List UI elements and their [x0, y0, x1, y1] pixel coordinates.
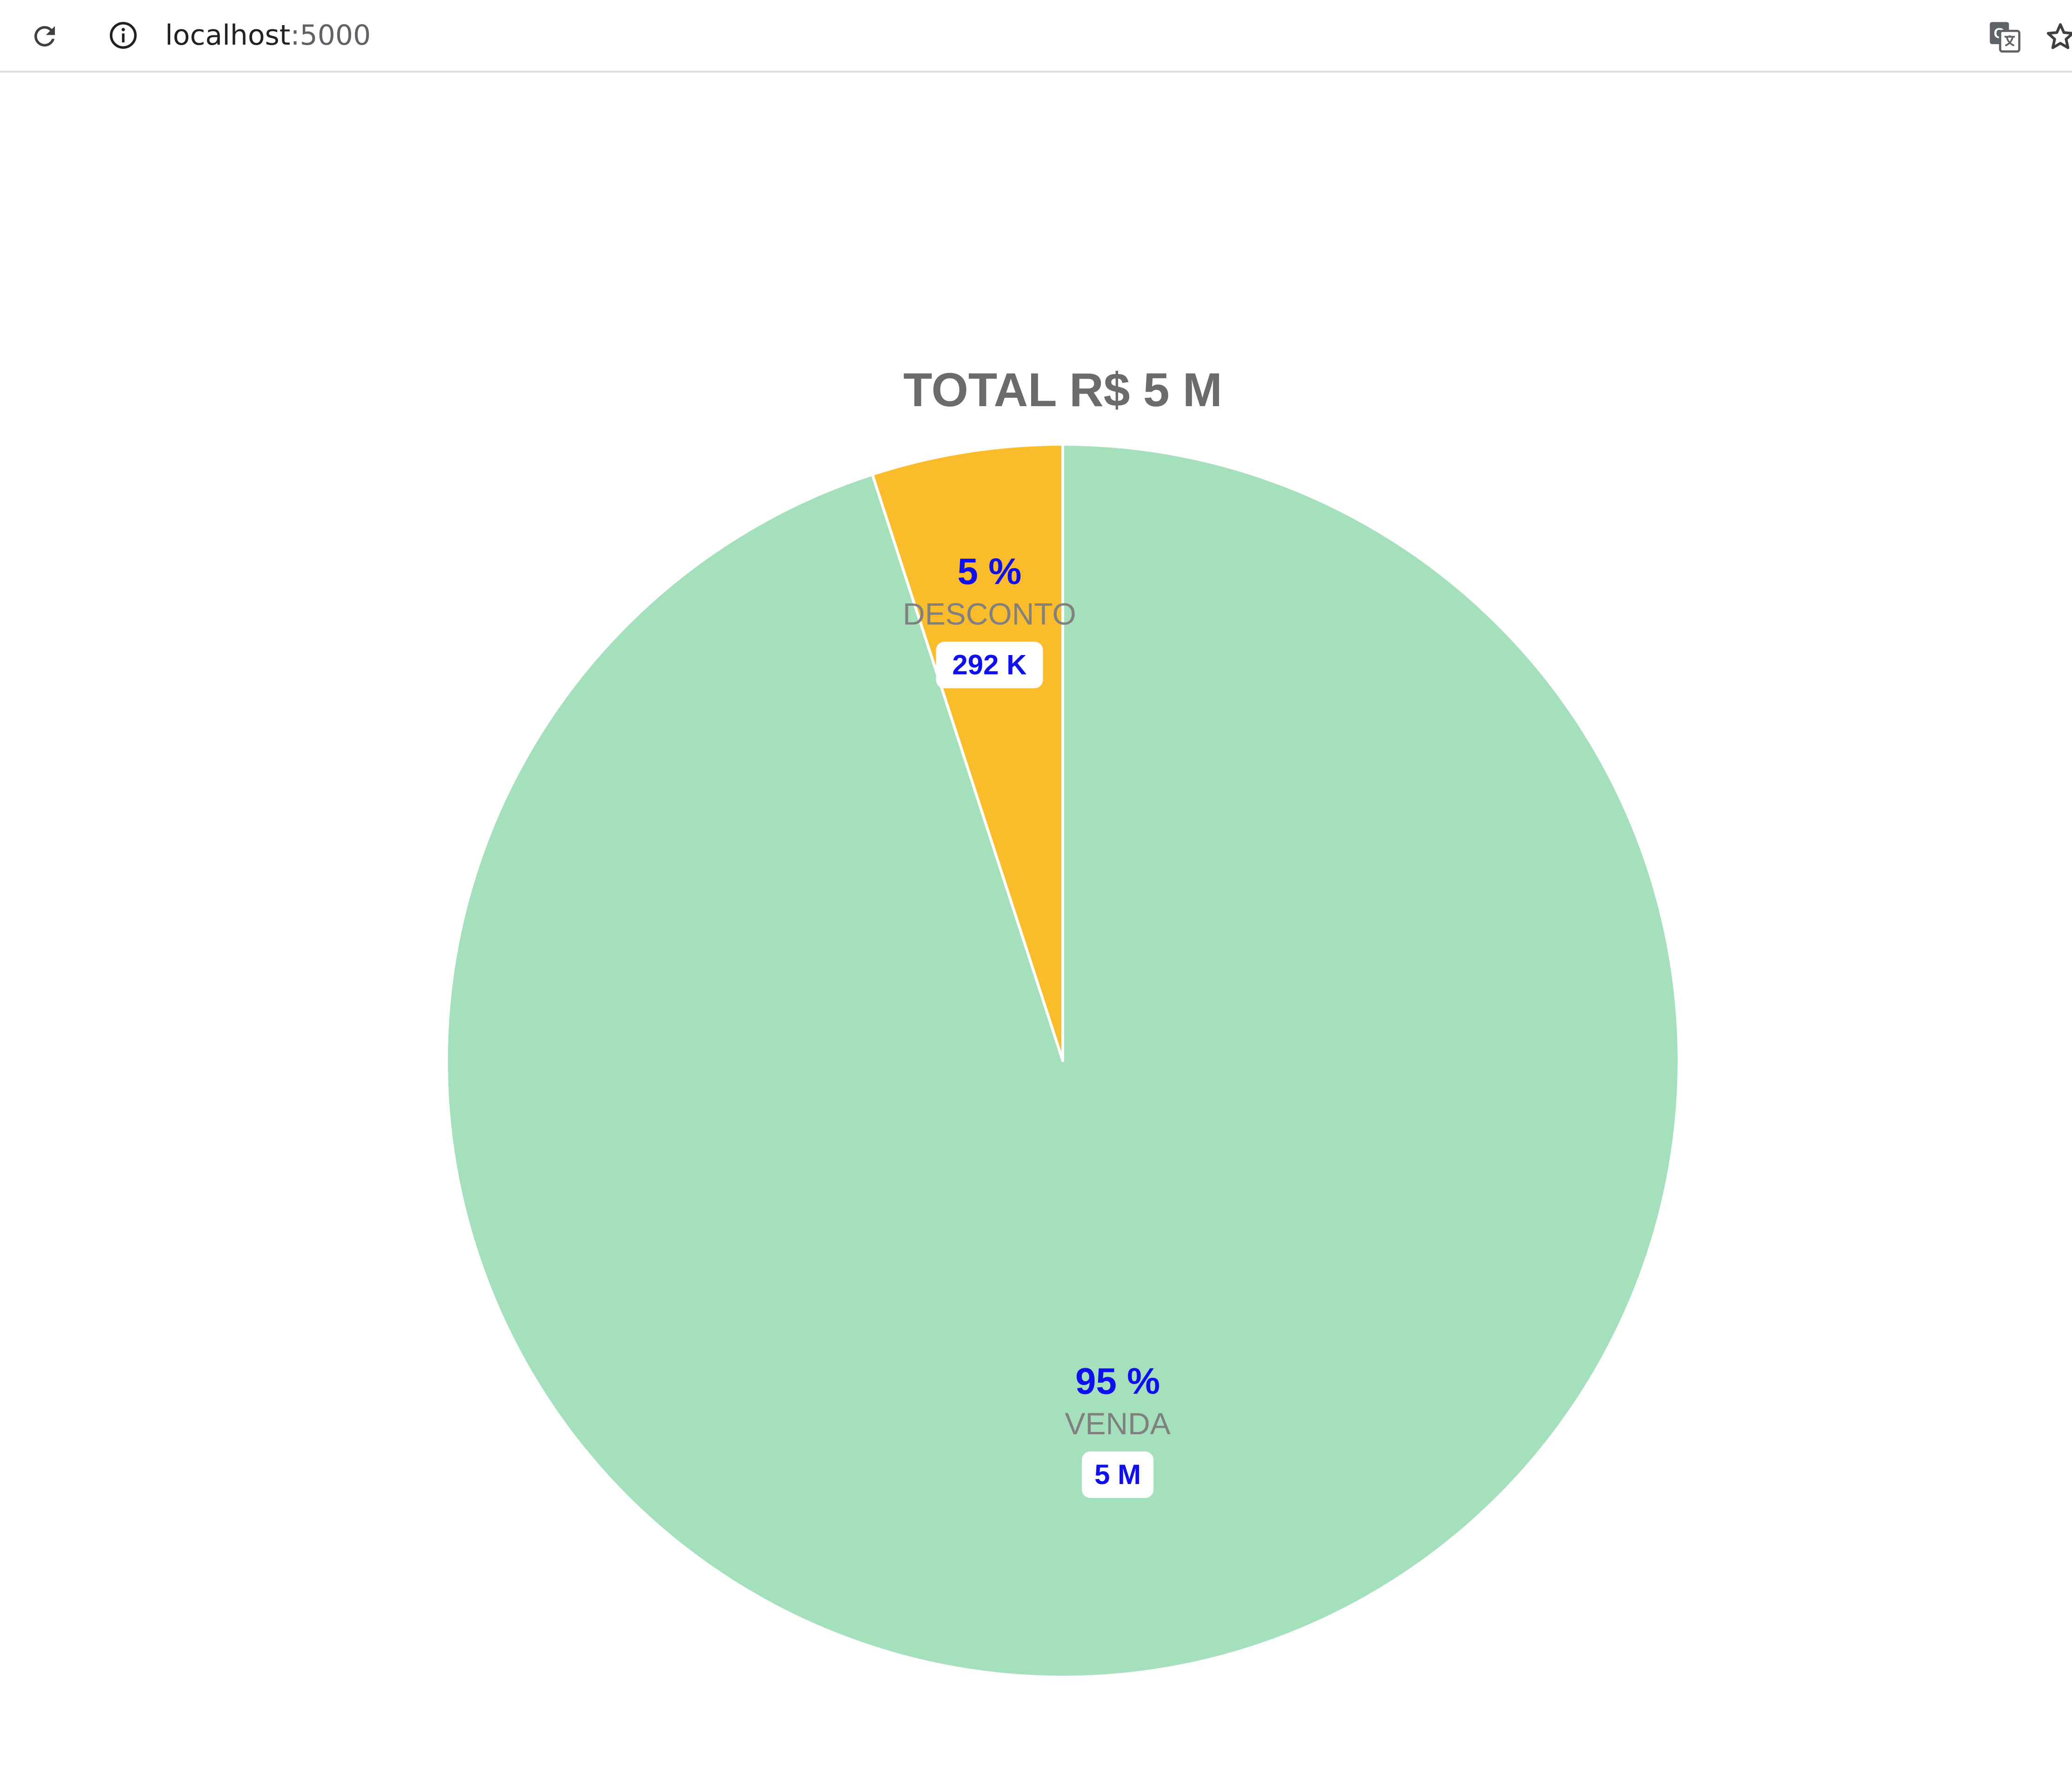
slice-value-box: [936, 642, 1043, 689]
address-bar[interactable]: localhost:5000: [86, 6, 1979, 65]
url-text[interactable]: localhost:5000: [165, 19, 371, 52]
slice-value-label: 5 M: [1094, 1459, 1141, 1490]
browser-toolbar: localhost:5000 G: [0, 0, 2072, 73]
slice-category-label: DESCONTO: [903, 596, 1076, 631]
slice-percent-label: 5 %: [958, 550, 1022, 592]
translate-icon: G: [1990, 22, 2021, 53]
pie-labels: 5 % DESCONTO 292 K 95 % VENDA 5 M: [903, 550, 1171, 1498]
chart-title: TOTAL R$ 5 M: [903, 363, 1222, 416]
url-port: :5000: [290, 19, 371, 52]
bookmark-button[interactable]: [2035, 11, 2072, 62]
reload-icon: [34, 26, 55, 47]
pie-slice-desconto[interactable]: [871, 443, 1064, 1062]
slice-label-group-venda: 95 % VENDA 5 M: [1065, 1360, 1171, 1498]
slice-category-label: VENDA: [1065, 1406, 1170, 1441]
info-icon[interactable]: [105, 17, 142, 54]
reload-button[interactable]: [17, 8, 73, 64]
slice-value-label: 292 K: [952, 649, 1026, 680]
translate-button[interactable]: G: [1979, 11, 2030, 62]
url-host: localhost: [165, 19, 291, 52]
star-icon: [2046, 23, 2072, 49]
slice-label-group-desconto: 5 % DESCONTO 292 K: [903, 550, 1076, 689]
pie-slices: [445, 443, 1680, 1679]
slice-percent-label: 95 %: [1075, 1360, 1160, 1402]
pie-slice-venda[interactable]: [445, 443, 1680, 1679]
slice-value-box: [1082, 1451, 1154, 1498]
chart-area: TOTAL R$ 5 M 5 % DESCONTO 292 K 95 % VENDA 5 …: [0, 73, 2072, 1777]
